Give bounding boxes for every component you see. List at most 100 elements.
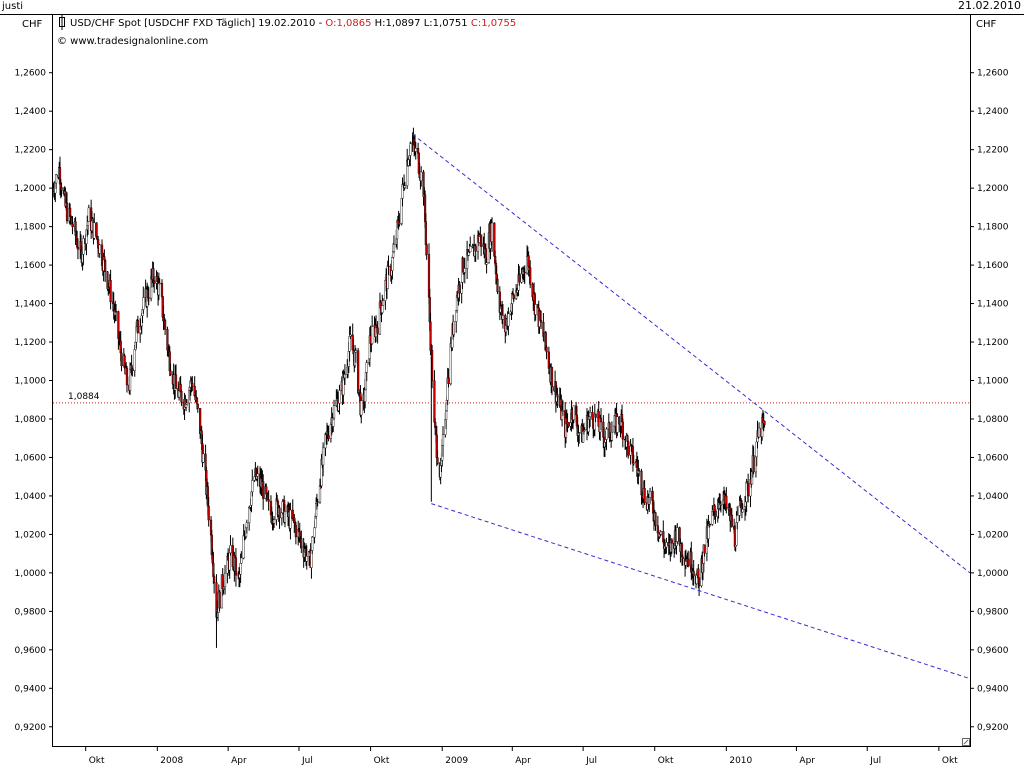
candle-body <box>605 428 608 440</box>
candle-body <box>713 505 716 512</box>
svg-text:USD/CHF Spot [USDCHF FXD Tägl: USD/CHF Spot [USDCHF FXD Täglich] 19.02.… <box>70 18 516 29</box>
candle-body <box>125 367 129 386</box>
candle-body <box>591 412 594 420</box>
candle-body <box>501 315 505 320</box>
candle-body <box>191 383 194 387</box>
candle-body <box>436 457 439 464</box>
candle-body <box>589 412 592 418</box>
candle-body <box>725 495 728 508</box>
candle-body <box>300 538 303 548</box>
x-tick-label: Jul <box>301 756 313 766</box>
top-left-label: justi <box>1 1 23 12</box>
candle-body <box>545 346 548 353</box>
candle-body <box>131 368 134 372</box>
y-tick-label-right: 1,1600 <box>977 261 1009 271</box>
candle-body <box>433 380 436 423</box>
left-currency-label: CHF <box>22 19 43 30</box>
candle-body <box>621 421 624 440</box>
candle-body <box>507 313 510 327</box>
candle-body <box>391 257 394 271</box>
y-tick-label-right: 1,0000 <box>977 569 1009 579</box>
candle-body <box>289 509 292 529</box>
candle-body <box>512 294 515 299</box>
candle-body <box>234 557 238 576</box>
candle-body <box>262 481 265 499</box>
candle-body <box>327 435 330 439</box>
reference-line-label: 1,0884 <box>68 392 100 402</box>
y-tick-label-right: 1,2600 <box>977 69 1009 79</box>
resize-handle-icon[interactable] <box>962 738 970 746</box>
trend-line <box>412 133 971 574</box>
candle-body <box>616 416 619 433</box>
candle-body <box>659 531 663 535</box>
candle-body <box>656 525 659 534</box>
candle-body <box>632 462 635 464</box>
y-tick-label-right: 1,1400 <box>977 300 1009 310</box>
y-tick-label-right: 1,1000 <box>977 377 1009 387</box>
candle-body <box>157 283 160 296</box>
candle-body <box>708 523 712 525</box>
plot-frame <box>52 14 971 747</box>
y-tick-label-left: 1,0000 <box>15 569 47 579</box>
candle-body <box>55 174 58 184</box>
candle-body <box>158 282 161 285</box>
y-tick-label-left: 1,1400 <box>15 300 47 310</box>
y-tick-label-right: 1,0600 <box>977 453 1009 463</box>
candle-body <box>578 432 581 434</box>
candle-body <box>147 297 150 299</box>
candle-body <box>381 300 385 306</box>
x-tick-label: Okt <box>89 756 105 766</box>
candle-body <box>452 321 455 335</box>
x-tick-label: 2008 <box>160 756 183 766</box>
candle-body <box>98 244 101 254</box>
candle-body <box>82 238 85 255</box>
y-tick-label-right: 0,9800 <box>977 607 1009 617</box>
candle-body <box>106 271 109 289</box>
candle-body <box>469 246 472 253</box>
candle-body <box>518 274 521 283</box>
candle-body <box>757 427 761 438</box>
candle-body <box>572 405 575 421</box>
y-tick-label-right: 1,0200 <box>977 530 1009 540</box>
candle-body <box>414 148 417 152</box>
candle-body <box>229 545 232 554</box>
y-tick-label-right: 1,0400 <box>977 492 1009 502</box>
candle-body <box>202 453 205 463</box>
y-tick-label-left: 1,1600 <box>15 261 47 271</box>
candle-body <box>278 507 281 519</box>
candle-body <box>357 350 360 394</box>
candle-body <box>490 222 494 242</box>
candle-body <box>752 455 755 473</box>
candle-body <box>240 557 243 564</box>
candle-body <box>174 374 178 389</box>
x-tick-label: 2010 <box>729 756 752 766</box>
candle-body <box>76 246 80 250</box>
candle-body <box>567 421 570 427</box>
candle-body <box>376 327 379 335</box>
candle-body <box>638 470 641 472</box>
symbol-text: USD/CHF Spot [USDCHF FXD Täglich] 19.02.… <box>70 18 325 29</box>
y-tick-label-left: 1,1800 <box>15 223 47 233</box>
candle-body <box>409 143 412 156</box>
candle-body <box>424 221 427 245</box>
candle-body <box>71 223 74 227</box>
trend-line <box>431 503 971 680</box>
candle-body <box>392 244 396 252</box>
candle-body <box>387 265 390 267</box>
candle-body <box>719 504 722 506</box>
candle-body <box>313 527 316 538</box>
x-tick-label: Jul <box>585 756 597 766</box>
candle-body <box>441 434 445 446</box>
candle-body <box>458 284 461 294</box>
candle-body <box>153 280 156 284</box>
x-tick-label: Okt <box>942 756 958 766</box>
y-tick-label-left: 1,0800 <box>15 415 47 425</box>
candle-body <box>539 320 543 323</box>
candle-body <box>291 509 294 519</box>
y-tick-label-right: 1,2400 <box>977 107 1009 117</box>
candle-body <box>207 505 210 521</box>
candle-body <box>445 410 448 420</box>
candle-body <box>120 352 123 367</box>
candle-body <box>610 431 614 441</box>
